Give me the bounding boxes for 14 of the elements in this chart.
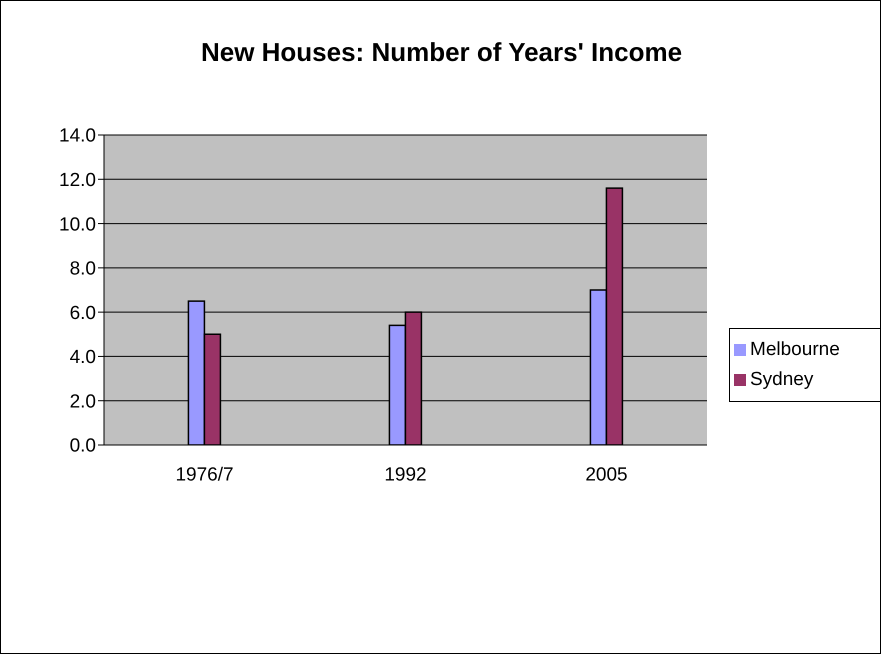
y-tick-label: 12.0 <box>59 170 96 192</box>
chart-title: New Houses: Number of Years' Income <box>200 37 684 68</box>
x-tick-label: 1992 <box>384 464 427 486</box>
legend-label: Melbourne <box>750 339 840 360</box>
y-tick-label: 8.0 <box>70 258 96 280</box>
y-tick-label: 6.0 <box>70 302 96 324</box>
y-tick-label: 4.0 <box>70 347 96 368</box>
y-tick-label: 10.0 <box>59 214 96 236</box>
x-tick-label: 1976/7 <box>175 464 234 486</box>
y-tick-label: 2.0 <box>70 391 96 412</box>
y-tick-label: 0.0 <box>70 436 96 457</box>
y-tick-label: 14.0 <box>59 126 96 147</box>
legend-label: Sydney <box>750 369 814 390</box>
x-tick-label: 2005 <box>585 464 628 486</box>
